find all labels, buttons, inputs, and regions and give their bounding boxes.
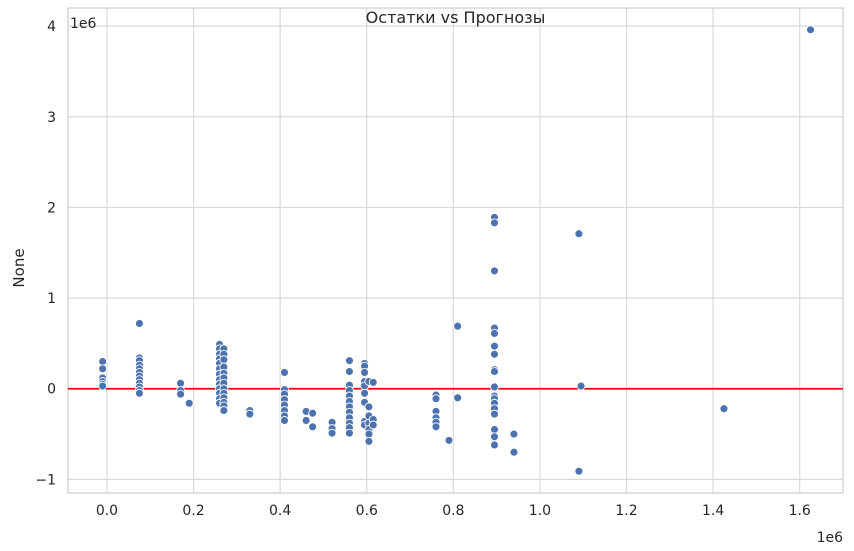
data-point bbox=[574, 229, 584, 239]
data-point bbox=[134, 319, 144, 328]
x-axis-offset-label: 1e6 bbox=[817, 530, 844, 546]
x-tick-label: 1.0 bbox=[529, 503, 551, 519]
data-point bbox=[453, 321, 463, 331]
data-point bbox=[98, 357, 108, 367]
data-point bbox=[490, 266, 499, 276]
data-point bbox=[490, 328, 499, 338]
y-axis-label: None bbox=[10, 248, 28, 287]
x-tick-label: 1.2 bbox=[615, 503, 637, 519]
x-tick-label: 0.4 bbox=[269, 503, 291, 519]
y-axis-offset-label: 1e6 bbox=[70, 16, 97, 32]
data-point bbox=[453, 393, 463, 403]
y-tick-labels: −1 0 1 2 3 4 bbox=[35, 19, 56, 488]
data-point bbox=[490, 349, 499, 359]
data-point bbox=[280, 367, 289, 377]
x-tick-label: 0.0 bbox=[96, 503, 118, 519]
data-point bbox=[444, 435, 454, 445]
data-point bbox=[509, 429, 519, 439]
data-point bbox=[176, 389, 186, 399]
chart-title: Остатки vs Прогнозы bbox=[366, 8, 546, 27]
data-point bbox=[490, 432, 499, 442]
y-tick-label: 1 bbox=[47, 291, 56, 307]
data-point bbox=[301, 416, 311, 425]
data-point bbox=[245, 409, 255, 419]
data-point bbox=[490, 382, 499, 392]
data-point bbox=[490, 440, 499, 450]
data-point bbox=[280, 416, 289, 425]
data-point bbox=[327, 428, 337, 438]
data-point bbox=[574, 466, 584, 476]
x-tick-label: 1.6 bbox=[789, 503, 811, 519]
data-point bbox=[308, 422, 318, 432]
x-tick-label: 0.8 bbox=[442, 503, 464, 519]
data-point bbox=[344, 367, 354, 376]
data-point bbox=[364, 429, 374, 439]
data-point bbox=[719, 404, 729, 414]
y-tick-label: 2 bbox=[47, 200, 56, 216]
data-point bbox=[490, 341, 499, 351]
data-point bbox=[368, 420, 378, 430]
data-point bbox=[431, 394, 441, 404]
data-point bbox=[431, 422, 441, 432]
data-point bbox=[360, 388, 370, 398]
data-point bbox=[364, 436, 374, 446]
data-point bbox=[490, 409, 499, 419]
x-tick-label: 0.2 bbox=[182, 503, 204, 519]
data-point bbox=[490, 218, 499, 228]
data-point bbox=[219, 406, 229, 415]
data-point bbox=[368, 377, 378, 387]
y-tick-label: 4 bbox=[47, 19, 56, 35]
data-point bbox=[509, 447, 519, 457]
data-point bbox=[490, 367, 499, 376]
data-point bbox=[344, 356, 354, 366]
plot-frame bbox=[67, 7, 844, 494]
data-point bbox=[134, 388, 144, 398]
x-tick-label: 1.4 bbox=[702, 503, 724, 519]
data-point bbox=[806, 25, 815, 35]
data-point bbox=[184, 398, 194, 408]
data-point bbox=[364, 402, 374, 412]
x-tick-label: 0.6 bbox=[356, 503, 378, 519]
y-tick-label: 0 bbox=[47, 382, 56, 398]
data-point bbox=[490, 425, 499, 434]
grid bbox=[68, 8, 843, 493]
x-tick-labels: 0.0 0.2 0.4 0.6 0.8 1.0 1.2 1.4 1.6 bbox=[96, 503, 811, 519]
data-point bbox=[176, 378, 186, 388]
data-point bbox=[98, 381, 108, 391]
data-point bbox=[360, 367, 370, 377]
data-points bbox=[98, 25, 815, 476]
data-point bbox=[98, 364, 108, 374]
data-point bbox=[308, 408, 318, 418]
y-tick-label: 3 bbox=[47, 110, 56, 126]
data-point bbox=[344, 428, 354, 438]
y-tick-label: −1 bbox=[35, 472, 56, 488]
data-point bbox=[576, 381, 586, 391]
data-point bbox=[219, 355, 229, 365]
